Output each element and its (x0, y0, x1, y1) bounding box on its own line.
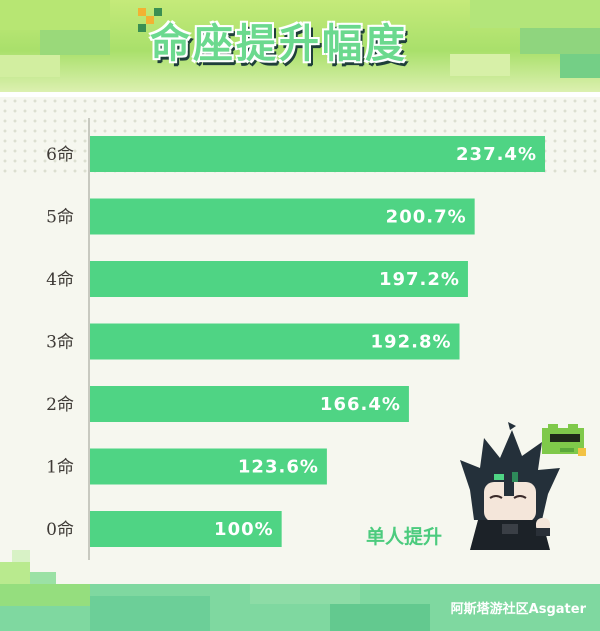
y-tick-label: 1命 (46, 458, 74, 478)
y-tick-label: 0命 (46, 520, 74, 540)
pixel-block (520, 28, 600, 54)
y-tick-label: 2命 (46, 395, 74, 415)
bar-value-label: 192.8% (371, 332, 452, 353)
pixel-block (40, 30, 110, 55)
y-tick-label: 5命 (46, 208, 74, 228)
pixel-block (470, 0, 600, 28)
bar-value-label: 100% (214, 519, 274, 540)
y-tick-label: 3命 (46, 333, 74, 353)
header-banner: 命座提升幅度 (0, 0, 600, 92)
bar (90, 261, 468, 297)
pixel-block (0, 584, 90, 606)
pixel-block (0, 562, 30, 584)
chibi-character-with-green-frog-icon (460, 422, 586, 550)
pixel-block (0, 0, 110, 30)
header-divider (0, 92, 600, 97)
title-pixel-ornament (146, 16, 154, 24)
bar (90, 386, 409, 422)
pixel-block (12, 550, 30, 562)
y-tick-label: 6命 (46, 145, 74, 165)
pixel-block (450, 54, 510, 76)
title-pixel-ornament (138, 8, 146, 16)
pixel-block (30, 572, 56, 584)
bar (90, 448, 327, 485)
bar-value-label: 237.4% (456, 144, 537, 165)
bar (90, 136, 545, 172)
pixel-block (560, 54, 600, 78)
bar-value-label: 166.4% (320, 394, 401, 415)
title-wrap: 命座提升幅度 (150, 14, 408, 74)
footer-bar (0, 550, 600, 631)
pixel-block (330, 604, 430, 631)
bar (90, 198, 475, 235)
bar-chart: 6命 237.4% 5命 200.7% 4命 197.2% 3命 192.8% 2命 166.4%… (46, 118, 545, 560)
chart-title: 命座提升幅度 (150, 21, 408, 67)
title-pixel-ornament (138, 24, 146, 32)
bar-value-label: 200.7% (386, 207, 467, 228)
bar-value-label: 123.6% (238, 457, 319, 478)
source-credit: 阿斯塔游社区Asgater (450, 602, 586, 617)
title-pixel-ornament (154, 8, 162, 16)
bar-value-label: 197.2% (379, 269, 460, 290)
bar (90, 511, 282, 547)
chart-annotation: 单人提升 (366, 526, 443, 548)
pixel-block (90, 596, 210, 631)
y-tick-label: 4命 (46, 270, 74, 290)
pixel-block (250, 584, 360, 604)
bar (90, 323, 460, 360)
pixel-block (0, 55, 60, 77)
